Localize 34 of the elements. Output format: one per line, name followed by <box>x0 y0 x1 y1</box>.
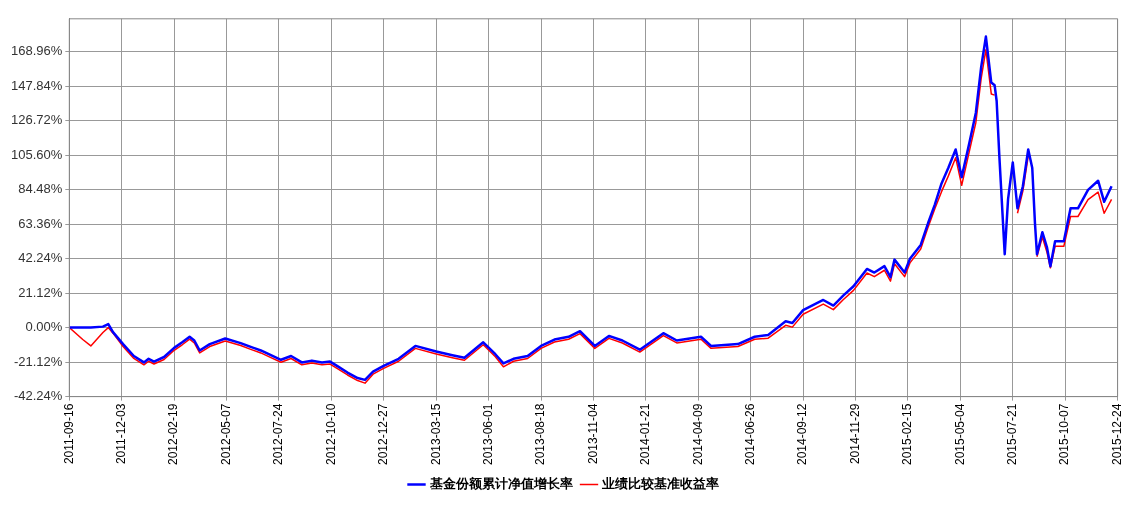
x-tick-label: 2014-01-21 <box>638 403 653 466</box>
x-tick-label: 2015-12-24 <box>1109 403 1124 466</box>
y-tick-label: 147.84% <box>10 77 63 93</box>
legend-label: 业绩比较基准收益率 <box>601 476 719 492</box>
x-tick-label: 2012-07-24 <box>271 403 286 466</box>
x-tick-label: 2011-12-03 <box>114 403 129 465</box>
x-tick-label: 2012-10-10 <box>323 403 338 466</box>
x-tick-label: 2011-09-16 <box>61 403 76 465</box>
x-tick-label: 2014-04-09 <box>690 403 705 466</box>
x-tick-label: 2013-06-01 <box>480 403 495 466</box>
x-tick-label: 2013-11-04 <box>585 403 600 465</box>
y-tick-label: 84.48% <box>18 181 63 197</box>
legend-label: 基金份额累计净值增长率 <box>428 476 573 492</box>
y-tick-label: 21.12% <box>18 284 63 300</box>
y-tick-label: 126.72% <box>10 112 63 128</box>
y-tick-label: 105.60% <box>10 146 63 162</box>
x-tick-label: 2015-07-21 <box>1005 403 1020 466</box>
x-tick-label: 2012-02-19 <box>166 403 181 466</box>
x-tick-label: 2012-05-07 <box>218 403 233 466</box>
x-tick-label: 2015-10-07 <box>1057 403 1072 466</box>
y-tick-label: 63.36% <box>18 215 63 231</box>
x-tick-label: 2014-11-29 <box>847 403 862 465</box>
y-tick-label: 42.24% <box>18 250 63 266</box>
x-tick-label: 2013-08-18 <box>533 403 548 466</box>
x-tick-label: 2014-09-12 <box>795 403 810 466</box>
y-tick-label: 168.96% <box>10 43 63 59</box>
y-tick-label: 0.00% <box>25 319 63 335</box>
x-tick-label: 2013-03-15 <box>428 403 443 466</box>
y-tick-label: -21.12% <box>13 353 63 369</box>
x-tick-label: 2012-12-27 <box>376 403 391 466</box>
x-tick-label: 2015-05-04 <box>952 403 967 466</box>
x-tick-label: 2015-02-15 <box>900 403 915 466</box>
y-tick-label: -42.24% <box>13 388 63 404</box>
x-tick-label: 2014-06-26 <box>743 403 758 466</box>
